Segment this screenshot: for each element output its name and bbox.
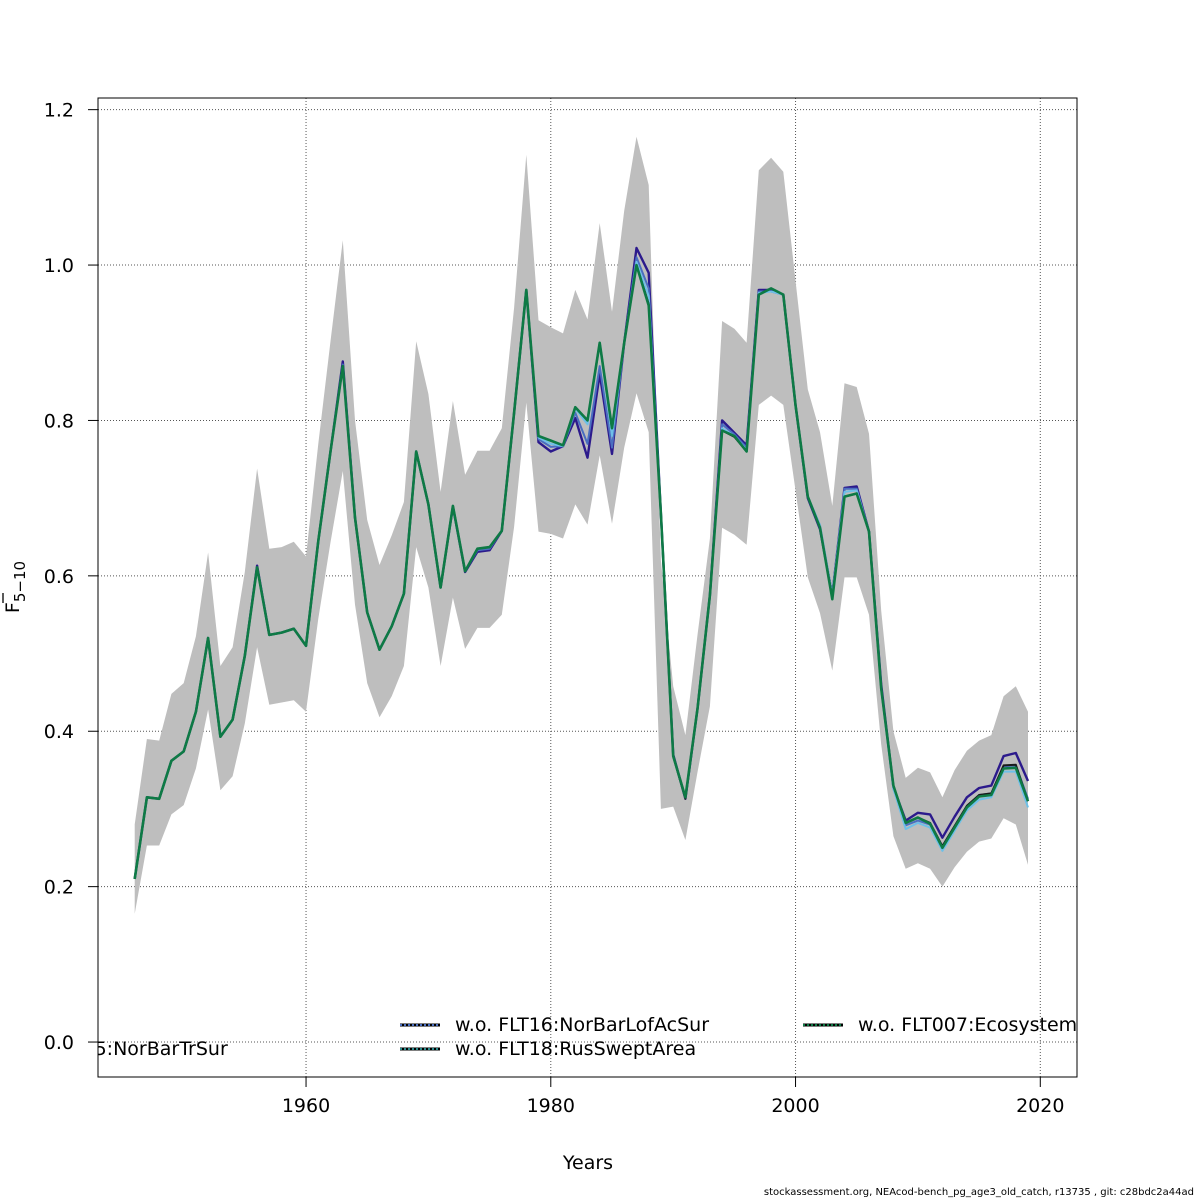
y-tick-label: 1.0 [44, 255, 74, 277]
legend-label: w.o. FLT007:Ecosystem [858, 1014, 1077, 1036]
y-tick-label: 1.2 [44, 100, 74, 122]
legend-item-4: w.o. FLT18:RusSweptArea [400, 1038, 696, 1060]
y-tick-label: 0.2 [44, 877, 74, 899]
legend-label: w.o. FLT16:NorBarLofAcSur [455, 1014, 709, 1036]
y-axis-title-sub: 5−10 [11, 561, 29, 602]
x-tick-label: 2000 [771, 1095, 819, 1117]
footer-note: stockassessment.org, NEAcod-bench_pg_age… [763, 1187, 1194, 1198]
x-tick-label: 1960 [282, 1095, 330, 1117]
legend-item-5: w.o. FLT007:Ecosystem [803, 1014, 1077, 1036]
y-axis: 0.0 0.2 0.4 0.6 0.8 1.0 1.2 [44, 100, 99, 1054]
y-axis-title-main: F [2, 602, 24, 613]
y-axis-title: F5−10 [2, 561, 29, 613]
legend-label: FLT15:NorBarTrSur [52, 1038, 228, 1060]
series-line-5 [133, 263, 1030, 880]
x-tick-label: 2020 [1016, 1095, 1064, 1117]
y-tick-label: 0.4 [44, 721, 74, 743]
legend-item-3: w.o. FLT16:NorBarLofAcSur [400, 1014, 709, 1036]
y-tick-label: 0.0 [44, 1032, 74, 1054]
x-axis: 1960 1980 2000 2020 [282, 1076, 1064, 1117]
legend-label: w.o. FLT18:RusSweptArea [455, 1038, 696, 1060]
x-tick-label: 1980 [527, 1095, 575, 1117]
y-tick-label: 0.6 [44, 566, 74, 588]
confidence-band [134, 136, 1028, 914]
series-lines [133, 246, 1030, 880]
x-axis-title: Years [562, 1152, 613, 1174]
svg-text:F5−10: F5−10 [2, 561, 29, 613]
y-tick-label: 0.8 [44, 410, 74, 432]
legend-item-2: FLT15:NorBarTrSur [52, 1038, 228, 1060]
